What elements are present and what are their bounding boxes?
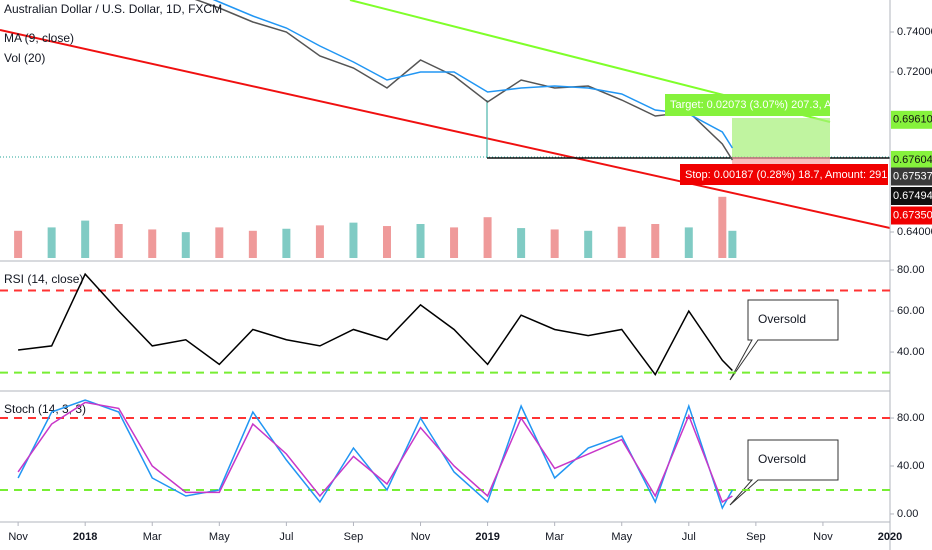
price-tag <box>891 187 932 205</box>
volume-bar <box>718 196 727 258</box>
x-tick-label: 2020 <box>878 531 902 543</box>
symbol-title: Australian Dollar / U.S. Dollar, 1D, FXC… <box>4 2 222 16</box>
callout <box>729 439 839 506</box>
x-tick-label: Sep <box>746 531 766 543</box>
rsi-legend: RSI (14, close) <box>4 272 83 286</box>
volume-bar <box>215 227 224 258</box>
price-tag-label: 0.69610 <box>893 114 932 126</box>
vol-legend: Vol (20) <box>4 51 45 65</box>
price-tag <box>891 206 932 225</box>
price-tag-label: 0.67537 <box>893 170 932 182</box>
target-label: Target: 0.02073 (3.07%) 207.3, Amount: 3… <box>670 99 896 111</box>
callout-text: Oversold <box>758 312 806 326</box>
volume-bar <box>81 220 90 258</box>
x-tick-label: Jul <box>279 531 293 543</box>
x-tick-label: May <box>611 531 632 543</box>
volume-bar <box>248 230 257 258</box>
volume-bar <box>349 222 358 258</box>
x-tick-label: Nov <box>411 531 431 543</box>
y-tick-label: 80.00 <box>897 264 925 276</box>
price-tag <box>891 150 932 169</box>
price-tag <box>891 167 932 186</box>
volume-bar <box>450 227 459 258</box>
stop-box <box>680 164 888 185</box>
volume-bar <box>14 230 23 258</box>
price-tag-label: 0.67604 <box>893 154 932 166</box>
x-tick-label: May <box>209 531 230 543</box>
x-tick-label: Nov <box>813 531 833 543</box>
callout-text: Oversold <box>758 452 806 466</box>
ma-legend: MA (9, close) <box>4 31 74 45</box>
stop-label: Stop: 0.00187 (0.28%) 18.7, Amount: 291 <box>685 169 887 181</box>
x-tick-label: Nov <box>8 531 28 543</box>
series-line <box>18 272 733 377</box>
stoch-legend: Stoch (14, 3, 3) <box>4 402 86 416</box>
price-tag-label: 0.67494 <box>893 190 932 202</box>
callout <box>729 299 839 381</box>
volume-bar <box>728 230 737 258</box>
volume-bar <box>282 228 291 258</box>
series-line <box>212 0 734 149</box>
volume-bar <box>584 230 593 258</box>
y-tick-label: 80.00 <box>897 412 925 424</box>
y-tick-label: 40.00 <box>897 460 925 472</box>
target-zone <box>732 118 830 157</box>
target-box <box>665 94 830 116</box>
volume-bar <box>114 224 123 258</box>
price-tag <box>891 110 932 129</box>
volume-bar <box>550 229 559 258</box>
volume-bar <box>416 224 425 258</box>
volume-bar <box>315 225 324 258</box>
volume-bar <box>483 217 492 258</box>
x-tick-label: Sep <box>344 531 364 543</box>
x-tick-label: Mar <box>143 531 162 543</box>
x-tick-label: 2019 <box>475 531 499 543</box>
trend-line-lower <box>0 29 890 229</box>
y-tick-label: 0.00 <box>897 508 918 520</box>
stop-zone <box>732 157 830 164</box>
volume-bar <box>684 227 693 258</box>
x-tick-label: Jul <box>682 531 696 543</box>
volume-bar <box>651 224 660 258</box>
volume-bar <box>47 227 56 258</box>
volume-bar <box>148 229 157 258</box>
x-tick-label: 2018 <box>73 531 97 543</box>
series-line <box>194 0 734 161</box>
volume-bar <box>382 226 391 258</box>
x-tick-label: Mar <box>545 531 564 543</box>
volume-bar <box>617 226 626 258</box>
y-tick-label: 40.00 <box>897 346 925 358</box>
series-line <box>17 401 733 504</box>
price-tag-label: 0.67350 <box>893 209 932 221</box>
volume-bar <box>517 228 526 258</box>
volume-bar <box>181 232 190 258</box>
y-tick-label: 60.00 <box>897 305 925 317</box>
